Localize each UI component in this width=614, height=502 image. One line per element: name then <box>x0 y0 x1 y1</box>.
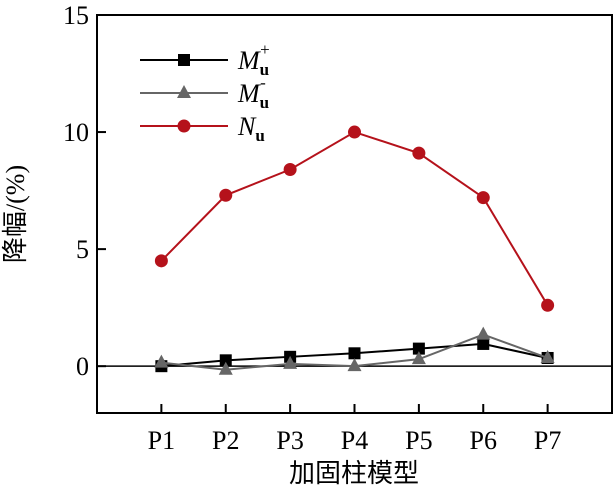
x-tick-label: P1 <box>148 426 175 455</box>
legend-label: Mu- <box>237 73 269 112</box>
y-tick-label: 0 <box>76 352 89 381</box>
y-axis-label: 降幅/(%) <box>1 165 30 263</box>
point <box>541 298 555 312</box>
x-tick-label: P4 <box>341 426 368 455</box>
point <box>412 146 426 160</box>
point <box>347 358 362 372</box>
legend-label: Nu <box>237 112 265 145</box>
point <box>412 342 425 355</box>
point <box>540 349 555 363</box>
point <box>283 355 298 369</box>
point <box>154 254 168 268</box>
y-tick-label: 5 <box>76 235 89 264</box>
point <box>476 326 491 340</box>
series-line <box>160 130 549 306</box>
point <box>411 351 426 365</box>
y-tick-label: 10 <box>63 118 89 147</box>
point <box>348 125 361 139</box>
y-tick-label: 15 <box>63 1 89 30</box>
point <box>177 119 191 133</box>
point <box>219 188 233 202</box>
point <box>348 347 361 360</box>
point <box>154 354 169 368</box>
x-tick-label: P6 <box>470 426 497 455</box>
legend-label: Mu+ <box>237 40 270 79</box>
x-tick-label: P7 <box>534 426 561 455</box>
x-tick-label: P2 <box>212 426 239 455</box>
x-tick-label: P3 <box>276 426 303 455</box>
point <box>177 85 191 98</box>
point <box>178 54 190 66</box>
point <box>476 191 490 205</box>
point <box>283 163 297 177</box>
point <box>219 354 232 367</box>
point <box>218 361 233 375</box>
point <box>477 337 490 350</box>
x-axis-label: 加固柱模型 <box>289 459 419 488</box>
x-tick-label: P5 <box>405 426 432 455</box>
